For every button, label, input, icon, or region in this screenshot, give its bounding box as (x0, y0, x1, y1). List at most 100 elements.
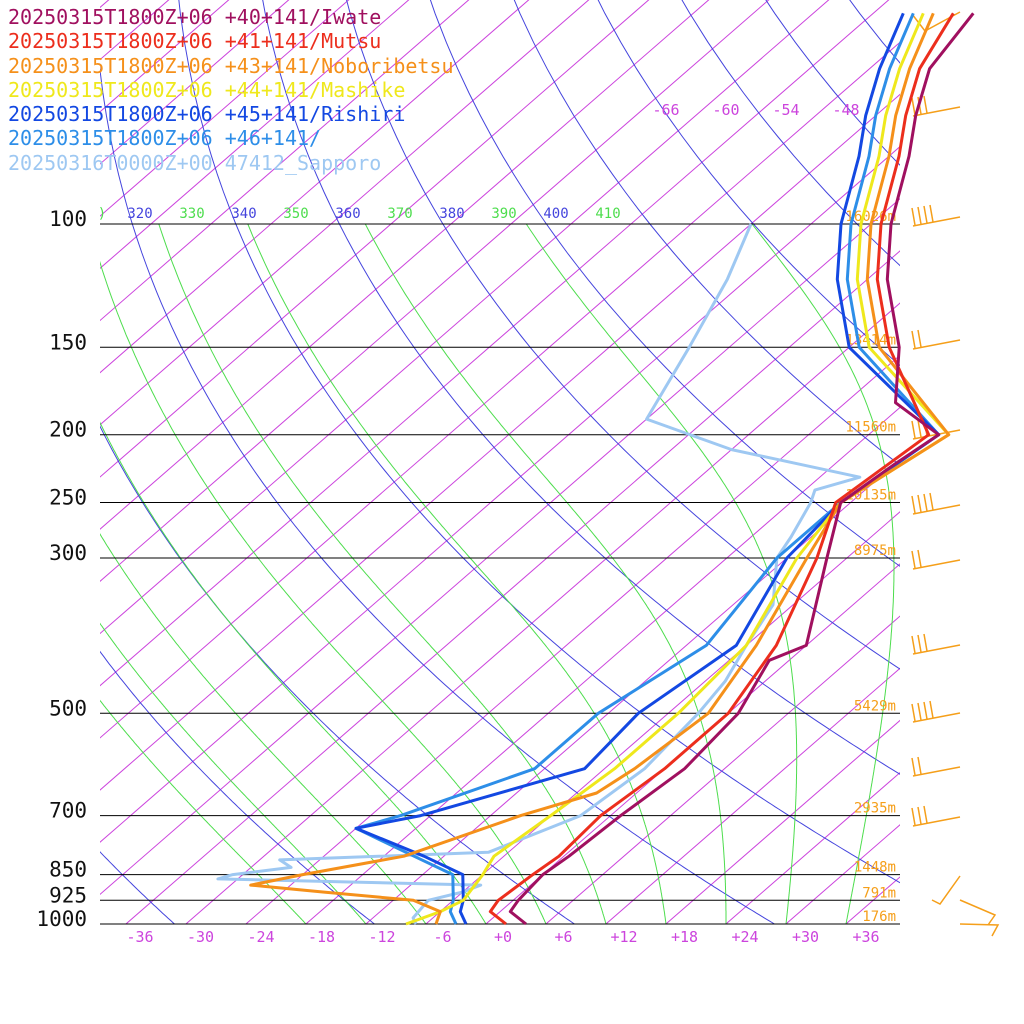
theta-label: 360 (335, 206, 360, 222)
dry-adiabat (681, 0, 900, 267)
wind-barb (931, 875, 1000, 937)
legend-entry: 20250315T1800Z+06 +43+141/Noboribetsu (8, 53, 454, 78)
height-label: 8975m (854, 543, 896, 559)
pressure-tick-label: 850 (49, 858, 87, 882)
pressure-tick-label: 1000 (36, 907, 87, 931)
isotherm (365, 458, 900, 924)
isotherm (949, 0, 1024, 939)
temperature-tick-label: -12 (368, 928, 395, 946)
temperature-tick-label: +12 (610, 928, 637, 946)
legend-entry: 20250315T1800Z+06 +44+141/Mashike (8, 77, 406, 102)
profile-line (354, 12, 941, 925)
height-label: 176m (862, 909, 896, 925)
dry-adiabat (100, 650, 375, 924)
pressure-tick-label: 250 (49, 486, 87, 510)
isotherm (100, 0, 710, 530)
isotherm (100, 41, 900, 739)
theta-label: 390 (491, 206, 516, 222)
wind-barb (911, 756, 961, 777)
isotherm (485, 563, 900, 924)
dry-adiabat (262, 0, 900, 775)
pressure-tick-label: 150 (49, 330, 87, 354)
isotherm (665, 719, 900, 924)
isotherm (425, 511, 900, 924)
height-label: 2935m (854, 801, 896, 817)
moist-adiabat (525, 223, 798, 924)
isotherm (100, 0, 650, 478)
isotherm (889, 0, 1024, 939)
moist-adiabat (100, 699, 307, 924)
wind-barb (911, 204, 961, 227)
theta-label: 320 (127, 206, 152, 222)
dry-adiabat (100, 851, 175, 924)
isotherm (785, 824, 900, 924)
isotherm (100, 198, 900, 896)
theta-label: 380 (439, 206, 464, 222)
theta-label: 330 (179, 206, 204, 222)
legend-entry: 20250316T0000Z+00 47412_Sapporo (8, 150, 382, 175)
upper-isotherm-label: -60 (712, 101, 739, 119)
legend: 20250315T1800Z+06 +40+141/Iwate 20250315T… (8, 5, 454, 175)
temperature-tick-label: +24 (731, 928, 758, 946)
profile-line (249, 12, 951, 925)
isotherm (545, 615, 900, 924)
pressure-tick-label: 200 (49, 418, 87, 442)
theta-label: 370 (387, 206, 412, 222)
isotherm (100, 145, 900, 843)
moist-adiabat (158, 223, 607, 924)
isotherm (100, 0, 830, 635)
dry-adiabat (513, 0, 900, 466)
profile-line (488, 12, 955, 926)
pressure-tick-label: 300 (49, 541, 87, 565)
dry-adiabat (346, 0, 900, 670)
isotherm (845, 876, 900, 924)
legend-entry: 20250315T1800Z+06 +45+141/Rishiri (8, 102, 406, 127)
temperature-tick-label: +0 (494, 928, 512, 946)
profile-line (405, 12, 951, 926)
height-label: 1448m (854, 860, 896, 876)
profile-line (508, 12, 975, 926)
temperature-tick-label: +36 (852, 928, 879, 946)
theta-label: 340 (231, 206, 256, 222)
temperature-tick-label: +30 (792, 928, 819, 946)
theta-label: 350 (283, 206, 308, 222)
isotherm (100, 93, 900, 791)
isotherm (100, 0, 770, 583)
temperature-tick-label: -30 (187, 928, 214, 946)
legend-entry: 20250315T1800Z+06 +46+141/ (8, 126, 322, 151)
upper-isotherm-label: -66 (652, 101, 679, 119)
dry-adiabat (765, 0, 900, 166)
legend-entry: 20250315T1800Z+06 +41+141/Mutsu (8, 29, 382, 54)
moist-adiabat (100, 421, 487, 924)
height-label: 791m (862, 885, 896, 901)
pressure-tick-label: 500 (49, 696, 87, 720)
temperature-tick-label: -6 (433, 928, 451, 946)
height-label: 11560m (845, 420, 896, 436)
legend-entry: 20250315T1800Z+06 +40+141/Iwate (8, 5, 382, 29)
upper-isotherm-label: -54 (772, 101, 799, 119)
profile-line (216, 223, 862, 925)
temperature-tick-label: -24 (247, 928, 274, 946)
dry-adiabat (178, 0, 900, 884)
temperature-tick-label: +6 (554, 928, 572, 946)
temperature-tick-label: -18 (308, 928, 335, 946)
isotherm (100, 0, 530, 374)
dry-adiabat (100, 425, 575, 924)
wind-barb (911, 805, 961, 827)
wind-barb (911, 329, 961, 350)
isotherm (305, 406, 900, 924)
moist-adiabat (100, 260, 547, 924)
theta-label: 410 (595, 206, 620, 222)
isotherm (605, 667, 900, 924)
theta-label: 400 (543, 206, 568, 222)
upper-isotherm-label: -48 (832, 101, 859, 119)
dry-adiabat (429, 0, 900, 567)
pressure-tick-label: 700 (49, 799, 87, 823)
isotherm (245, 354, 900, 924)
wind-barb (911, 549, 961, 570)
isotherm (725, 771, 900, 924)
dry-adiabat (100, 65, 775, 924)
wind-barb (911, 492, 961, 515)
isotherm (100, 0, 890, 687)
